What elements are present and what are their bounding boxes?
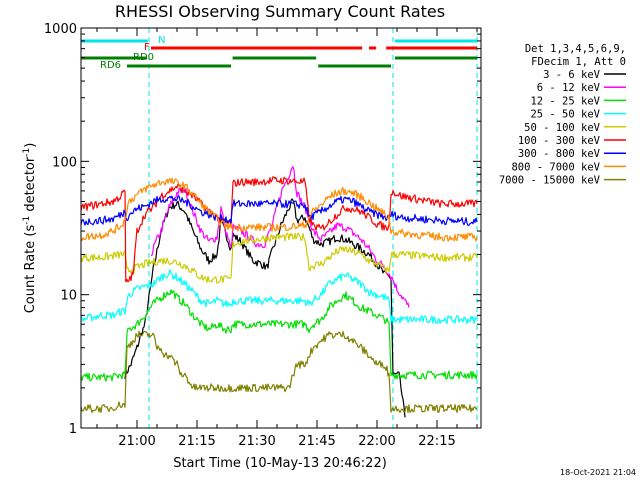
flag-label-rd6: RD6	[100, 60, 121, 71]
y-tick-label: 1	[69, 422, 77, 437]
x-axis: 21:00 21:15 21:30 21:45 22:00 22:15	[96, 28, 478, 449]
series-line-3	[80, 289, 478, 382]
x-tick-label: 22:00	[358, 434, 395, 449]
y-axis-label-end: )	[23, 143, 38, 148]
plot-frame	[80, 27, 482, 429]
y-axis-label-mid: detector	[23, 156, 38, 216]
x-axis-label: Start Time (10-May-13 20:46:22)	[173, 456, 387, 471]
chart-title: RHESSI Observing Summary Count Rates	[115, 2, 445, 21]
series-line-6	[80, 176, 478, 283]
y-axis-label-sup1: -1	[22, 216, 32, 225]
flag-label-rd0: RD0	[133, 52, 154, 63]
legend-label-2: 6 - 12 keV	[537, 82, 601, 94]
legend-label-6: 100 - 300 keV	[518, 135, 601, 147]
x-tick-label: 21:30	[238, 434, 275, 449]
y-axis-label: Count Rate (s-1 detector-1)	[22, 143, 38, 314]
legend-label-3: 12 - 25 keV	[530, 95, 600, 107]
x-tick-label: 21:45	[298, 434, 335, 449]
x-tick-label: 22:15	[418, 434, 455, 449]
series-line-7	[80, 195, 478, 226]
legend-label-5: 50 - 100 keV	[524, 122, 601, 134]
legend-label-4: 25 - 50 keV	[530, 109, 600, 121]
series-line-1	[124, 198, 406, 418]
series-line-4	[80, 269, 478, 325]
series-line-2	[150, 166, 410, 308]
series-line-8	[80, 177, 478, 242]
legend-label-1: 3 - 6 keV	[543, 69, 601, 81]
x-tick-label: 21:00	[118, 434, 155, 449]
legend-label-7: 300 - 800 keV	[518, 148, 601, 160]
legend-label-9: 7000 - 15000 keV	[499, 175, 601, 187]
flag-label-f: F	[144, 42, 150, 53]
legend-header-fdecim: FDecim 1, Att 0	[531, 56, 626, 68]
y-tick-label: 1000	[44, 22, 77, 37]
flag-label-n: N	[158, 35, 165, 46]
legend-header-detectors: Det 1,3,4,5,6,9,	[525, 43, 626, 55]
timestamp: 18-Oct-2021 21:04	[560, 468, 636, 477]
y-axis-label-main: Count Rate (s	[23, 225, 38, 314]
x-tick-label: 21:15	[178, 434, 215, 449]
series-line-9	[80, 330, 478, 414]
y-axis-label-sup2: -1	[22, 148, 32, 157]
series-line-5	[80, 232, 478, 284]
y-tick-label: 10	[60, 289, 77, 304]
legend-label-8: 800 - 7000 keV	[511, 161, 600, 173]
y-axis: 1 10 100 1000	[44, 22, 481, 437]
y-tick-label: 100	[52, 155, 77, 170]
